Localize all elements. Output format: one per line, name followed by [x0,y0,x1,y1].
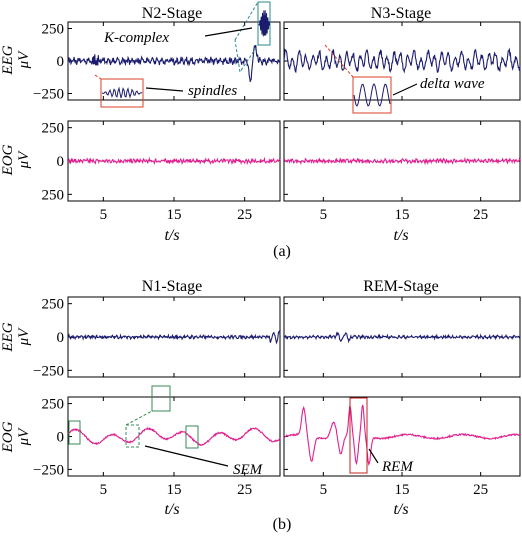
title-n1: N1-Stage [142,278,202,295]
xlabel-b-right: t/s [393,501,408,518]
sem-zoom-box-1 [125,424,140,448]
kcomplex-zoom-lines [234,0,259,74]
x-tick-label-1-1: 15 [395,207,410,223]
x-tick-label-3-2: 25 [473,482,488,498]
title-n3: N3-Stage [371,5,431,22]
xlabel-a-right: t/s [393,227,408,244]
x-tick-label-0-1: 15 [167,207,182,223]
series-line-3-eog [283,404,521,467]
x-tick-label-2-1: 15 [167,482,182,498]
rem-arrow [368,448,379,464]
spindles-zoom-box [100,78,144,108]
sem-zoom-box-0 [68,420,81,445]
y-tick-label-0-eog-2: 250 [42,187,65,203]
series-line-1-eog [283,156,521,166]
sem-zoom-lines [125,410,153,426]
delta-arrow [392,83,418,96]
xlabel-b-left: t/s [164,501,179,518]
x-tick-label-1-2: 25 [473,207,488,223]
panel-b-label: (b) [273,516,292,533]
x-tick-label-3-0: 5 [320,482,328,498]
y-tick-label-2-eog-1: 0 [57,430,65,446]
annotation-delta-wave: delta wave [420,76,485,92]
annotation-spindles: spindles [188,83,237,99]
series-line-1-eeg [283,47,521,74]
unit-b-eog: μV [16,427,32,447]
spindles-arrow [145,87,184,92]
unit-b-eeg: μV [16,327,32,347]
x-tick-label-2-0: 5 [100,482,108,498]
sem-zoom-box-3 [151,385,171,412]
xlabel-a-left: t/s [164,227,179,244]
kcomplex-arrow [204,27,253,37]
panel-a-label: (a) [273,243,291,260]
x-tick-label-0-0: 5 [100,207,108,223]
ylabel-a-eeg: EEG [0,45,16,75]
series-line-3-eeg [283,331,521,344]
y-tick-label-2-eog-0: 250 [42,397,65,413]
kcomplex-zoom-box [257,1,271,46]
y-tick-label-0-eog-0: 250 [42,121,65,137]
ylabel-b-eog: EOG [0,421,16,453]
unit-a-eeg: μV [16,50,32,70]
y-tick-label-2-eog-2: −250 [33,462,64,478]
rem-zoom-box [349,397,368,474]
sem-zoom-box-2 [185,425,199,449]
ylabel-b-eeg: EEG [0,322,16,352]
y-tick-label-0-eeg-2: −250 [33,87,64,103]
y-tick-label-0-eeg-1: 0 [57,54,65,70]
delta-zoom-lines [324,44,354,78]
series-line-0-eog [67,156,281,166]
series-line-2-eog [67,426,281,447]
y-tick-label-2-eeg-0: 250 [42,297,65,313]
title-n2: N2-Stage [142,5,202,22]
y-tick-label-0-eeg-0: 250 [42,22,65,38]
y-tick-label-0-eog-1: 0 [57,154,65,170]
sem-arrow [144,445,229,467]
spindles-zoom-lines [94,74,102,80]
annotation-rem: REM [381,459,414,475]
x-tick-label-1-0: 5 [320,207,328,223]
x-tick-label-0-2: 25 [237,207,252,223]
series-line-0-eeg [67,45,281,82]
y-tick-label-2-eeg-1: 0 [57,330,65,346]
annotation-k-complex: K-complex [103,30,169,46]
delta-zoom-trace [353,83,391,107]
title-rem: REM-Stage [363,278,439,295]
x-tick-label-3-1: 15 [395,482,410,498]
kcomplex-zoom-trace [258,10,271,37]
y-tick-label-2-eeg-2: −250 [33,363,64,379]
delta-zoom-box [352,76,392,114]
unit-a-eog: μV [16,150,32,170]
ylabel-a-eog: EOG [0,144,16,176]
spindles-zoom-trace [101,86,143,99]
annotation-sem: SEM [233,462,264,478]
series-line-2-eeg [67,329,281,345]
x-tick-label-2-2: 25 [237,482,252,498]
